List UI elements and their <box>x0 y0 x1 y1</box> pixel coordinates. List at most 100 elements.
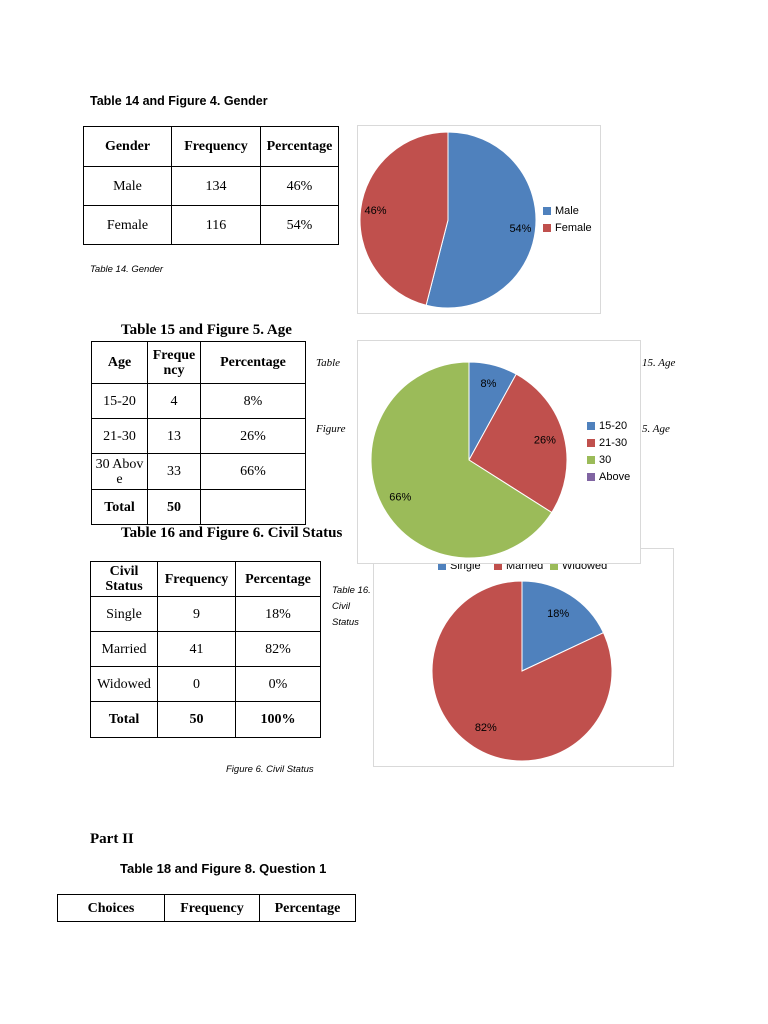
table-cell: 100% <box>235 701 321 738</box>
heading: Table 16 and Figure 6. Civil Status <box>121 525 343 541</box>
pie-slice <box>425 131 537 309</box>
table-cell: 41 <box>157 631 236 667</box>
heading: Table 18 and Figure 8. Question 1 <box>120 861 327 876</box>
table-cell: Female <box>83 205 172 245</box>
pie-slice <box>431 580 613 762</box>
caption: Figure 6. Civil Status <box>226 764 314 775</box>
header-cell: Frequency <box>147 341 201 384</box>
legend-swatch <box>587 422 595 430</box>
table-cell: Widowed <box>90 666 158 702</box>
table-cell: 0% <box>235 666 321 702</box>
side-caption: Table 16. Civil Status <box>332 585 371 628</box>
side-caption: 5. Age <box>642 423 670 435</box>
pie-slice <box>468 373 568 514</box>
data-label: 26% <box>534 434 556 446</box>
legend-swatch <box>550 562 558 570</box>
pie-slice <box>359 131 449 306</box>
legend-label: 30 <box>599 454 611 466</box>
side-caption: Table <box>316 357 341 369</box>
table-cell: 18% <box>235 596 321 632</box>
header-cell: Frequency <box>164 894 260 922</box>
header-cell: Age <box>91 341 148 384</box>
table-cell: 9 <box>157 596 236 632</box>
table: Age Frequency Percentage 15-20 4 8% 21-30 13 26%… <box>91 341 306 525</box>
table-row: Married 41 82% <box>90 631 321 667</box>
header-cell: Civil Status <box>90 561 158 597</box>
legend-swatch <box>543 207 551 215</box>
table-cell: 21-30 <box>91 418 148 454</box>
table-row: Widowed 0 0% <box>90 666 321 702</box>
legend-swatch <box>494 562 502 570</box>
table: Civil Status Frequency Percentage Single 9 18… <box>90 561 321 738</box>
table-row: 15-20 4 8% <box>91 383 306 419</box>
table-cell: Married <box>90 631 158 667</box>
table-cell: Male <box>83 166 172 206</box>
header-cell: Frequency <box>171 126 261 167</box>
table-cell: Total <box>91 489 148 525</box>
heading: Table 14 and Figure 4. Gender <box>90 94 268 108</box>
table-row: Age Frequency Percentage <box>91 341 306 384</box>
data-label: 46% <box>365 205 387 217</box>
table-row: Total 50 100% <box>90 701 321 738</box>
side-caption: Figure <box>316 423 346 435</box>
heading: Table 15 and Figure 5. Age <box>121 322 292 338</box>
table-row: Choices Frequency Percentage <box>57 894 356 922</box>
data-label: 18% <box>547 608 569 620</box>
legend-swatch <box>587 456 595 464</box>
data-label: 82% <box>475 722 497 734</box>
table-row: Total 50 <box>91 489 306 525</box>
table-cell: 134 <box>171 166 261 206</box>
table-cell: 13 <box>147 418 201 454</box>
legend-swatch <box>438 562 446 570</box>
table-row: 30 Above 33 66% <box>91 453 306 490</box>
legend-label: Male <box>555 205 579 217</box>
table-cell: 33 <box>147 453 201 490</box>
table-cell: 66% <box>200 453 306 490</box>
table: Choices Frequency Percentage <box>57 894 356 922</box>
table-row: Male 134 46% <box>83 166 339 206</box>
table-cell: 8% <box>200 383 306 419</box>
legend-label: 21-30 <box>599 437 627 449</box>
data-label: 66% <box>389 492 411 504</box>
legend-swatch <box>587 439 595 447</box>
header-cell: Percentage <box>260 126 339 167</box>
legend-swatch <box>543 224 551 232</box>
legend-label: Female <box>555 222 592 234</box>
legend-label: 15-20 <box>599 420 627 432</box>
table-row: Single 9 18% <box>90 596 321 632</box>
pie-slice <box>370 361 553 559</box>
table-cell: 50 <box>147 489 201 525</box>
table-cell: 82% <box>235 631 321 667</box>
table-cell: 15-20 <box>91 383 148 419</box>
table-cell: 50 <box>157 701 236 738</box>
table-cell: 26% <box>200 418 306 454</box>
header-cell: Percentage <box>200 341 306 384</box>
table-cell: 4 <box>147 383 201 419</box>
table-cell: 30 Above <box>91 453 148 490</box>
header-cell: Gender <box>83 126 172 167</box>
table-cell: Total <box>90 701 158 738</box>
table-row: Gender Frequency Percentage <box>83 126 339 167</box>
table: Gender Frequency Percentage Male 134 46% Femal… <box>83 126 339 245</box>
header-cell: Choices <box>57 894 165 922</box>
header-cell: Percentage <box>235 561 321 597</box>
table-cell: 0 <box>157 666 236 702</box>
heading: Part II <box>90 831 134 847</box>
side-caption: 15. Age <box>642 357 676 369</box>
data-label: 54% <box>509 223 531 235</box>
table-cell: 46% <box>260 166 339 206</box>
table-cell: 54% <box>260 205 339 245</box>
table-row: Civil Status Frequency Percentage <box>90 561 321 597</box>
header-cell: Percentage <box>259 894 356 922</box>
table-row: 21-30 13 26% <box>91 418 306 454</box>
legend-swatch <box>587 473 595 481</box>
header-cell: Frequency <box>157 561 236 597</box>
pie-slice <box>521 580 605 672</box>
data-label: 8% <box>481 378 497 390</box>
table-row: Female 116 54% <box>83 205 339 245</box>
table-cell <box>200 489 306 525</box>
table-cell: 116 <box>171 205 261 245</box>
table-cell: Single <box>90 596 158 632</box>
